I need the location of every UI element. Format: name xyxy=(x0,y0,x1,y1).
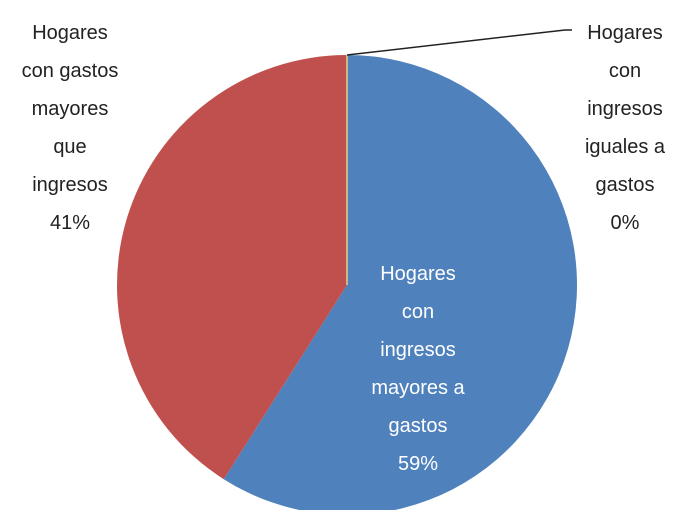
category-label: Hogares con ingresos iguales a gastos xyxy=(584,22,666,196)
category-label: Hogares con gastos mayores que ingresos xyxy=(21,22,119,196)
value-label: 41% xyxy=(49,212,91,234)
pie-slice xyxy=(116,54,347,480)
slice-label: Hogares con ingresos iguales a gastos 0% xyxy=(570,14,679,242)
value-label: 59% xyxy=(397,453,439,475)
leader-line xyxy=(346,29,572,56)
category-label: Hogares con ingresos mayores a gastos xyxy=(371,263,465,437)
pie-slice xyxy=(223,55,577,510)
slice-label: Hogares con gastos mayores que ingresos 4… xyxy=(15,14,125,242)
slice-label: Hogares con ingresos mayores a gastos 59% xyxy=(363,255,473,483)
value-label: 0% xyxy=(610,212,640,234)
